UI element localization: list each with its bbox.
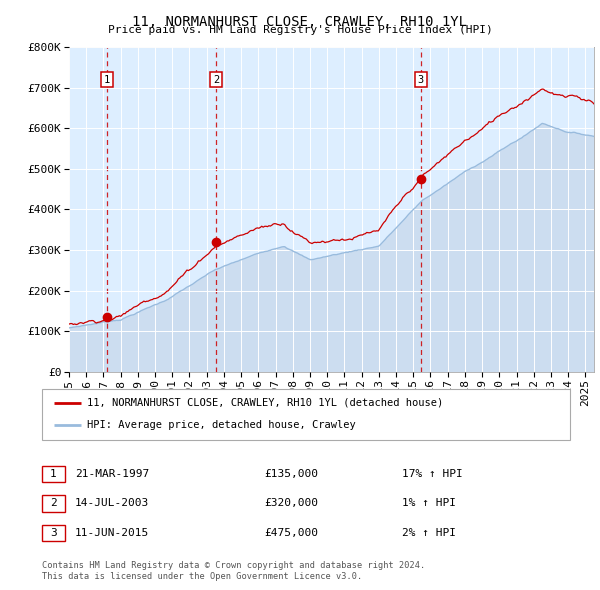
Text: This data is licensed under the Open Government Licence v3.0.: This data is licensed under the Open Gov… (42, 572, 362, 581)
Text: 11, NORMANHURST CLOSE, CRAWLEY, RH10 1YL (detached house): 11, NORMANHURST CLOSE, CRAWLEY, RH10 1YL… (87, 398, 443, 408)
Text: 2% ↑ HPI: 2% ↑ HPI (402, 528, 456, 537)
Text: Price paid vs. HM Land Registry's House Price Index (HPI): Price paid vs. HM Land Registry's House … (107, 25, 493, 35)
Text: 1: 1 (50, 469, 57, 478)
Text: HPI: Average price, detached house, Crawley: HPI: Average price, detached house, Craw… (87, 420, 356, 430)
Text: 11-JUN-2015: 11-JUN-2015 (75, 528, 149, 537)
Text: 17% ↑ HPI: 17% ↑ HPI (402, 469, 463, 478)
Text: Contains HM Land Registry data © Crown copyright and database right 2024.: Contains HM Land Registry data © Crown c… (42, 560, 425, 569)
Text: £475,000: £475,000 (264, 528, 318, 537)
Text: £135,000: £135,000 (264, 469, 318, 478)
Text: £320,000: £320,000 (264, 499, 318, 508)
Text: 1% ↑ HPI: 1% ↑ HPI (402, 499, 456, 508)
Text: 1: 1 (104, 75, 110, 84)
Text: 3: 3 (50, 528, 57, 537)
Text: 21-MAR-1997: 21-MAR-1997 (75, 469, 149, 478)
Text: 3: 3 (418, 75, 424, 84)
Text: 14-JUL-2003: 14-JUL-2003 (75, 499, 149, 508)
Text: 2: 2 (50, 499, 57, 508)
Text: 2: 2 (213, 75, 219, 84)
Text: 11, NORMANHURST CLOSE, CRAWLEY, RH10 1YL: 11, NORMANHURST CLOSE, CRAWLEY, RH10 1YL (133, 15, 467, 29)
